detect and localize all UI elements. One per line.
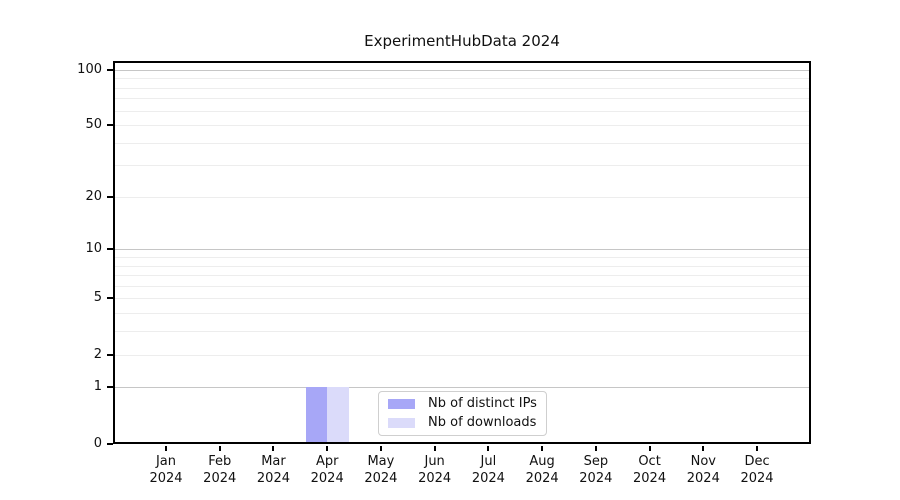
gridline-major [113,387,811,389]
x-tick [218,445,221,451]
y-tick [107,68,113,71]
y-tick-label: 1 [93,379,102,395]
y-tick [107,297,113,300]
x-tick-label: Nov 2024 [686,453,720,486]
gridline-minor [113,78,811,80]
gridline-minor [113,354,811,356]
x-tick-label: Sep 2024 [579,453,613,486]
x-tick [541,445,544,451]
x-tick [326,445,329,451]
y-tick-label: 100 [77,61,102,77]
legend-swatch-distinct-ips [388,399,415,409]
x-tick-label: Feb 2024 [203,453,237,486]
gridline-minor [113,110,811,112]
bar-distinct-ips-apr [305,387,328,444]
x-tick-label: Mar 2024 [256,453,290,486]
gridline-minor [113,265,811,267]
y-tick [107,124,113,127]
x-tick [433,445,436,451]
y-tick-label: 50 [85,117,102,133]
y-tick-label: 2 [93,346,102,362]
legend-label-downloads: Nb of downloads [428,415,537,430]
gridline-major [113,69,811,71]
x-tick [272,445,275,451]
x-tick-label: Apr 2024 [310,453,344,486]
gridline-minor [113,257,811,258]
chart-title: ExperimentHubData 2024 [364,32,560,50]
x-tick [165,445,167,451]
x-tick [487,445,490,451]
x-tick-label: Jan 2024 [149,453,183,486]
gridline-minor [113,275,811,277]
legend: Nb of distinct IPs Nb of downloads [378,391,547,436]
x-tick-label: May 2024 [364,453,398,486]
gridline-minor [113,285,811,287]
gridline-minor [113,313,811,315]
x-tick [702,445,705,451]
x-tick [594,445,597,451]
gridline-minor [113,331,811,333]
x-tick [756,445,759,451]
gridline-minor [113,165,811,167]
y-tick-label: 0 [93,435,102,451]
gridline-minor [113,87,811,89]
grid-layer [113,61,811,444]
gridline-minor [113,142,811,144]
y-tick-label: 20 [85,188,102,204]
x-tick-label: Jul 2024 [471,453,505,486]
legend-label-distinct-ips: Nb of distinct IPs [428,396,537,411]
legend-item: Nb of downloads [388,415,537,431]
legend-swatch-downloads [388,418,415,428]
gridline-minor [113,196,811,198]
gridline-minor [113,98,811,100]
bars-layer [113,61,811,444]
bar-downloads-apr [327,387,349,444]
y-tick [107,353,113,356]
x-tick-label: Dec 2024 [740,453,774,486]
x-tick [648,445,651,451]
x-tick [379,445,382,451]
y-tick [107,386,113,389]
x-tick-label: Aug 2024 [525,453,559,486]
y-tick-label: 5 [93,290,102,306]
plot-area: Nb of distinct IPs Nb of downloads [113,61,811,444]
y-tick [107,442,113,445]
gridline-major [113,249,811,251]
legend-item: Nb of distinct IPs [388,396,537,412]
y-tick [107,195,113,198]
x-tick-label: Oct 2024 [633,453,667,486]
x-tick-label: Jun 2024 [418,453,452,486]
y-tick [107,248,113,251]
gridline-minor [113,298,811,300]
y-tick-label: 10 [85,241,102,257]
gridline-minor [113,125,811,127]
